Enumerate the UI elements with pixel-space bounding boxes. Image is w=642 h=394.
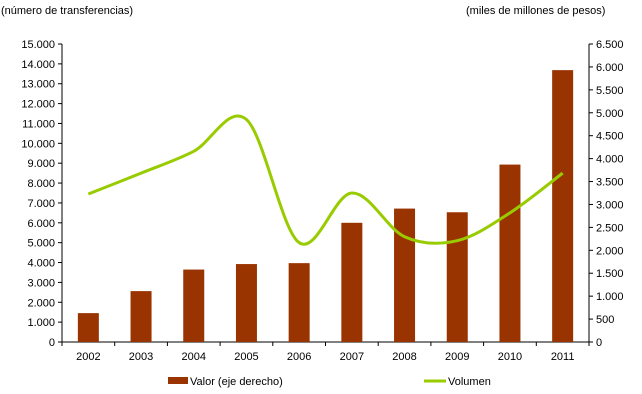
x-tick-label: 2005 <box>234 351 258 363</box>
left-axis-unit-label: (número de transferencias) <box>1 5 134 17</box>
left-tick-label: 10.000 <box>21 138 55 150</box>
right-tick-label: 2.500 <box>596 222 624 234</box>
right-tick-label: 3.000 <box>596 199 624 211</box>
x-tick-label: 2009 <box>445 351 469 363</box>
left-tick-label: 3.000 <box>27 277 55 289</box>
right-tick-label: 4.000 <box>596 154 624 166</box>
bar <box>130 291 152 342</box>
x-tick-label: 2004 <box>182 351 206 363</box>
left-tick-label: 9.000 <box>27 158 55 170</box>
left-tick-label: 5.000 <box>27 238 55 250</box>
right-tick-label: 1.500 <box>596 268 624 280</box>
left-tick-label: 7.000 <box>27 198 55 210</box>
left-tick-label: 15.000 <box>21 39 55 51</box>
x-tick-label: 2002 <box>76 351 100 363</box>
right-tick-label: 5.000 <box>596 108 624 120</box>
bar <box>446 212 468 342</box>
volumen-line <box>87 114 564 246</box>
right-tick-label: 500 <box>596 314 614 326</box>
left-axis-ticks: 0 1.000 2.000 3.000 4.000 5.000 6.000 7.000 8.00… <box>21 39 62 349</box>
right-axis-unit-label: (miles de millones de pesos) <box>466 5 606 17</box>
legend-label-valor: Valor (eje derecho) <box>190 376 283 388</box>
bar <box>341 222 363 342</box>
x-tick-label: 2010 <box>498 351 522 363</box>
right-tick-label: 6.500 <box>596 39 624 51</box>
x-tick-label: 2006 <box>287 351 311 363</box>
left-tick-label: 0 <box>49 337 55 349</box>
left-tick-label: 4.000 <box>27 258 55 270</box>
left-tick-label: 12.000 <box>21 99 55 111</box>
left-tick-label: 13.000 <box>21 79 55 91</box>
bar <box>288 263 310 342</box>
bar-series <box>77 70 574 342</box>
bar <box>394 208 416 342</box>
right-tick-label: 0 <box>596 337 602 349</box>
right-tick-label: 3.500 <box>596 177 624 189</box>
legend-label-volumen: Volumen <box>448 376 491 388</box>
left-tick-label: 8.000 <box>27 178 55 190</box>
left-tick-label: 1.000 <box>27 317 55 329</box>
left-tick-label: 11.000 <box>22 118 55 130</box>
right-axis-ticks: 0 500 1.000 1.500 2.000 2.500 3.000 3.500 4.000 4… <box>589 39 624 349</box>
right-tick-label: 4.500 <box>596 131 624 143</box>
bar <box>552 70 574 342</box>
right-tick-label: 1.000 <box>596 291 624 303</box>
x-tick-label: 2008 <box>392 351 416 363</box>
bar <box>77 313 99 342</box>
line-series <box>87 114 564 246</box>
right-tick-label: 6.000 <box>596 62 624 74</box>
x-axis-ticks: 2002 2003 2004 2005 2006 2007 2008 2009 2010 2011 <box>61 342 590 363</box>
bar <box>183 269 205 342</box>
left-tick-label: 2.000 <box>27 297 55 309</box>
x-tick-label: 2011 <box>551 351 575 363</box>
right-tick-label: 2.000 <box>596 245 624 257</box>
left-tick-label: 6.000 <box>27 218 55 230</box>
legend: Valor (eje derecho) Volumen <box>168 376 491 388</box>
legend-swatch-valor <box>168 377 188 384</box>
x-tick-label: 2007 <box>340 351 364 363</box>
bar <box>235 264 257 342</box>
right-tick-label: 5.500 <box>596 85 624 97</box>
left-tick-label: 14.000 <box>21 59 55 71</box>
bar <box>499 164 521 342</box>
x-tick-label: 2003 <box>129 351 153 363</box>
